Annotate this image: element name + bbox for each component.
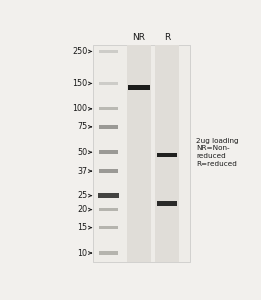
Text: 15: 15 xyxy=(77,223,87,232)
Bar xyxy=(99,226,117,229)
Bar xyxy=(93,45,191,262)
Text: 50: 50 xyxy=(77,148,87,157)
Bar xyxy=(99,107,117,110)
Bar xyxy=(157,153,177,157)
Text: NR: NR xyxy=(132,33,145,42)
Bar xyxy=(99,251,117,255)
Text: 10: 10 xyxy=(77,248,87,257)
Text: 250: 250 xyxy=(72,47,87,56)
Bar xyxy=(99,82,117,85)
Text: 150: 150 xyxy=(72,79,87,88)
Bar xyxy=(98,193,118,198)
Text: 25: 25 xyxy=(77,191,87,200)
Text: R: R xyxy=(164,33,170,42)
Bar xyxy=(157,202,177,206)
Bar xyxy=(99,125,117,129)
Bar xyxy=(99,169,117,173)
Text: 37: 37 xyxy=(77,167,87,176)
Text: 20: 20 xyxy=(77,205,87,214)
Bar xyxy=(99,50,117,53)
Text: 2ug loading
NR=Non-
reduced
R=reduced: 2ug loading NR=Non- reduced R=reduced xyxy=(197,138,239,167)
Text: 75: 75 xyxy=(77,122,87,131)
Text: 100: 100 xyxy=(72,104,87,113)
Bar xyxy=(99,150,117,154)
Bar xyxy=(127,45,151,262)
Bar xyxy=(99,208,117,211)
Bar xyxy=(155,45,179,262)
Bar xyxy=(128,85,150,90)
